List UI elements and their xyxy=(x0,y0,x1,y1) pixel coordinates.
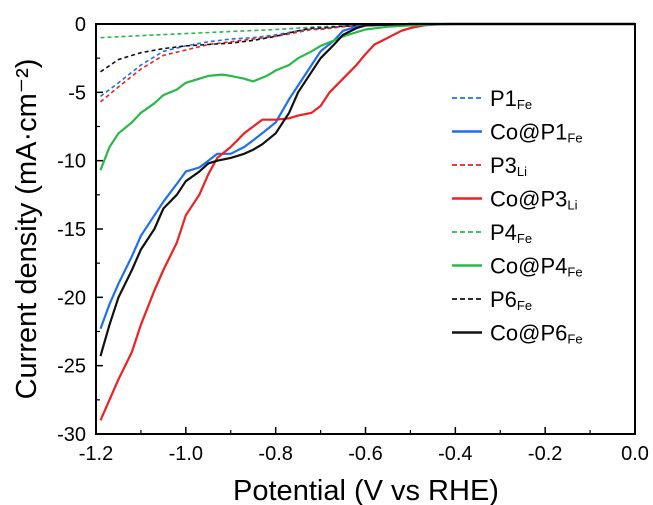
legend-label: P4Fe xyxy=(490,220,532,246)
x-tick-label: -1.2 xyxy=(79,443,113,465)
x-tick-label: -0.4 xyxy=(438,443,472,465)
x-tick-label: -0.8 xyxy=(258,443,292,465)
legend-label: Co@P6Fe xyxy=(490,321,583,347)
x-axis-label: Potential (V vs RHE) xyxy=(233,475,499,505)
x-tick-label: -0.6 xyxy=(348,443,382,465)
x-tick-label: -1.0 xyxy=(169,443,203,465)
legend-label: P6Fe xyxy=(490,287,532,313)
plot-frame xyxy=(95,23,636,435)
y-axis-label: Current density (mA·cm⁻²) xyxy=(11,59,43,400)
x-tick-label: 0.0 xyxy=(621,443,649,465)
series-line-co-p4-fe xyxy=(99,22,635,171)
axis-ticks: -1.2 -1.0 -0.8 -0.6 -0.4 -0.2 0.0 0 -5 -10 -15 -20 -… xyxy=(57,14,649,465)
series-line-p3-li xyxy=(99,23,635,103)
y-tick-label: -30 xyxy=(57,424,86,446)
y-tick-label: -15 xyxy=(57,219,86,241)
legend-label: P3Li xyxy=(490,153,527,179)
legend-label: Co@P4Fe xyxy=(490,254,583,280)
legend-label: Co@P3Li xyxy=(490,187,578,213)
legend-label: Co@P1Fe xyxy=(490,120,583,146)
series-line-co-p6-fe xyxy=(99,22,635,357)
series-line-p6-fe xyxy=(100,23,635,73)
y-tick-label: -25 xyxy=(57,356,86,378)
x-tick-label: -0.2 xyxy=(528,443,562,465)
legend-label: P1Fe xyxy=(490,86,532,112)
y-tick-label: -20 xyxy=(57,287,86,309)
legend: P1Fe Co@P1Fe P3Li Co@P3Li P4Fe Co@P4Fe P6Fe Co@… xyxy=(452,86,583,347)
series-line-co-p1-fe xyxy=(99,22,635,330)
y-tick-label: -10 xyxy=(57,151,86,173)
series-line-co-p3-li xyxy=(99,22,635,421)
y-tick-label: -5 xyxy=(68,82,86,104)
y-tick-label: 0 xyxy=(75,14,86,36)
plot-series xyxy=(99,22,635,421)
